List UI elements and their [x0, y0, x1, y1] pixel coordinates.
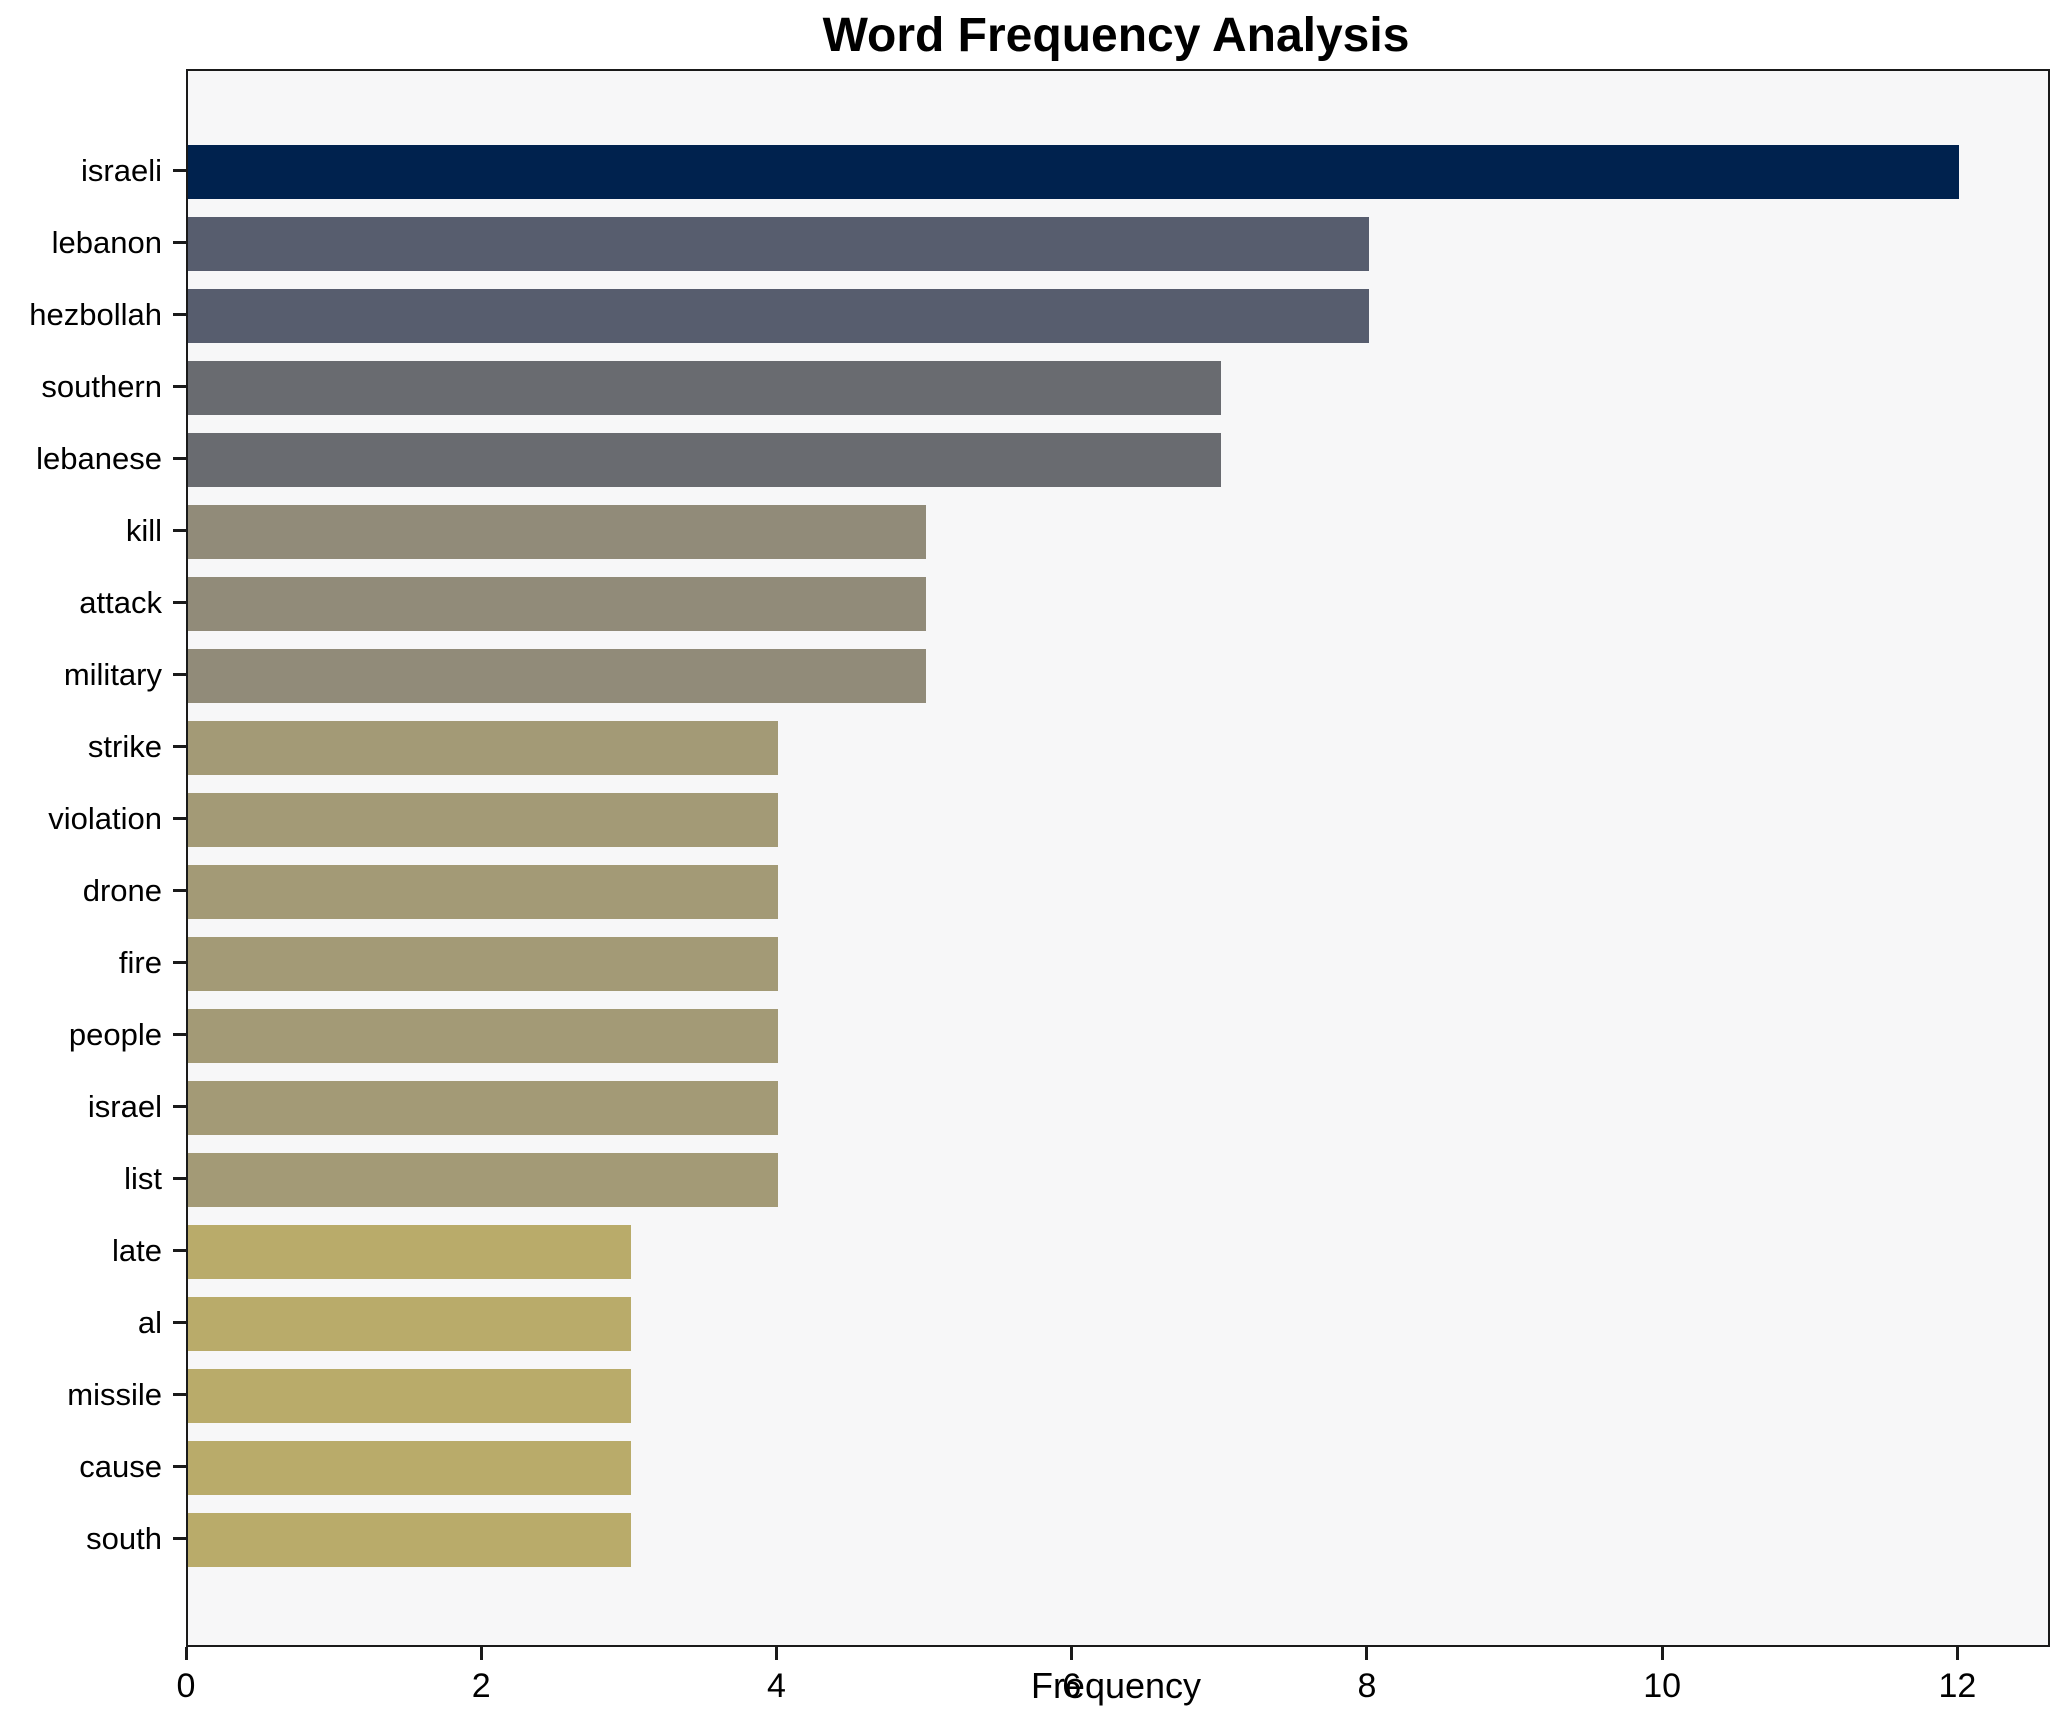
y-tick-mark	[173, 744, 186, 748]
y-tick-label: late	[112, 1232, 162, 1268]
x-tick-mark	[1660, 1647, 1664, 1660]
bar-strike	[188, 721, 778, 775]
bar-israeli	[188, 145, 1959, 199]
bar-cause	[188, 1441, 631, 1495]
y-tick-label: south	[86, 1520, 162, 1556]
bar-kill	[188, 505, 926, 559]
x-tick-label: 0	[176, 1667, 196, 1705]
bar-military	[188, 649, 926, 703]
plot-area	[186, 69, 2050, 1647]
y-tick-label: al	[137, 1304, 162, 1340]
x-tick-label: 4	[767, 1667, 786, 1705]
y-tick-label: military	[63, 656, 162, 692]
y-tick-mark	[173, 1392, 186, 1396]
bar-israel	[188, 1081, 778, 1135]
bar-missile	[188, 1369, 631, 1423]
y-tick-label: israel	[87, 1088, 162, 1124]
y-tick-label: southern	[41, 368, 162, 404]
bar-list	[188, 1153, 778, 1207]
y-tick-mark	[173, 456, 186, 460]
y-tick-label: people	[68, 1016, 162, 1052]
y-tick-label: fire	[118, 944, 162, 980]
y-tick-label: strike	[87, 728, 162, 764]
bar-fire	[188, 937, 778, 991]
bar-lebanon	[188, 217, 1369, 271]
y-tick-label: list	[124, 1160, 162, 1196]
y-tick-label: hezbollah	[29, 296, 162, 332]
x-tick-label: 12	[1938, 1667, 1977, 1705]
bar-drone	[188, 865, 778, 919]
x-tick-mark	[1365, 1647, 1369, 1660]
y-tick-label: lebanese	[36, 440, 162, 476]
x-axis-label: Frequency	[1030, 1665, 1202, 1706]
y-tick-label: drone	[82, 872, 162, 908]
x-tick-mark	[774, 1647, 778, 1660]
x-tick-label: 10	[1643, 1667, 1682, 1705]
x-tick-mark	[1955, 1647, 1959, 1660]
y-tick-mark	[173, 168, 186, 172]
x-tick-label: 6	[1062, 1667, 1082, 1705]
y-tick-mark	[173, 672, 186, 676]
y-tick-mark	[173, 384, 186, 388]
y-tick-mark	[173, 1248, 186, 1252]
y-tick-mark	[173, 240, 186, 244]
y-tick-label: kill	[125, 512, 162, 548]
y-tick-mark	[173, 1320, 186, 1324]
bar-attack	[188, 577, 926, 631]
bar-hezbollah	[188, 289, 1369, 343]
y-tick-mark	[173, 1464, 186, 1468]
y-tick-mark	[173, 1176, 186, 1180]
bar-violation	[188, 793, 778, 847]
y-tick-label: lebanon	[51, 224, 162, 260]
bar-late	[188, 1225, 631, 1279]
y-tick-mark	[173, 600, 186, 604]
x-tick-mark	[184, 1647, 188, 1660]
y-tick-mark	[173, 1032, 186, 1036]
y-tick-label: israeli	[81, 152, 162, 188]
x-tick-label: 8	[1357, 1667, 1377, 1705]
y-tick-label: violation	[48, 800, 162, 836]
y-tick-mark	[173, 528, 186, 532]
chart-title: Word Frequency Analysis	[822, 9, 1410, 62]
y-tick-mark	[173, 816, 186, 820]
x-tick-mark	[479, 1647, 483, 1660]
x-tick-mark	[1070, 1647, 1074, 1660]
y-tick-mark	[173, 1536, 186, 1540]
bar-people	[188, 1009, 778, 1063]
x-tick-label: 2	[471, 1667, 491, 1705]
bar-lebanese	[188, 433, 1221, 487]
y-tick-label: attack	[79, 584, 162, 620]
y-tick-mark	[173, 312, 186, 316]
y-tick-mark	[173, 960, 186, 964]
y-tick-mark	[173, 1104, 186, 1108]
y-tick-mark	[173, 888, 186, 892]
bar-southern	[188, 361, 1221, 415]
bar-south	[188, 1513, 631, 1567]
y-tick-label: missile	[67, 1376, 162, 1412]
bar-al	[188, 1297, 631, 1351]
y-tick-label: cause	[79, 1448, 162, 1484]
